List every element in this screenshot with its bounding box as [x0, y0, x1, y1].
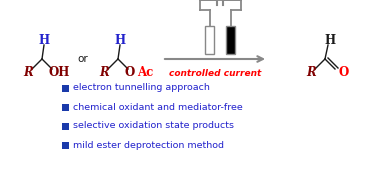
Text: electron tunnelling approach: electron tunnelling approach: [73, 83, 210, 92]
Text: selective oxidation state products: selective oxidation state products: [73, 121, 234, 131]
Bar: [205, 26, 214, 54]
Text: controlled current: controlled current: [169, 70, 261, 79]
Bar: [62, 123, 69, 129]
Text: O: O: [339, 66, 349, 79]
Text: R: R: [306, 66, 316, 79]
Text: H: H: [324, 35, 336, 47]
Bar: [62, 104, 69, 110]
Text: H: H: [115, 35, 125, 47]
Bar: [62, 142, 69, 148]
Text: mild ester deprotection method: mild ester deprotection method: [73, 140, 224, 150]
Text: O: O: [125, 66, 135, 79]
Bar: [62, 85, 69, 92]
Text: Ac: Ac: [137, 66, 153, 79]
Text: R: R: [99, 66, 109, 79]
Bar: [226, 26, 235, 54]
Text: chemical oxidant and mediator-free: chemical oxidant and mediator-free: [73, 102, 243, 111]
Text: H: H: [39, 35, 50, 47]
Text: or: or: [77, 54, 88, 64]
Text: OH: OH: [48, 66, 70, 79]
Text: R: R: [23, 66, 33, 79]
